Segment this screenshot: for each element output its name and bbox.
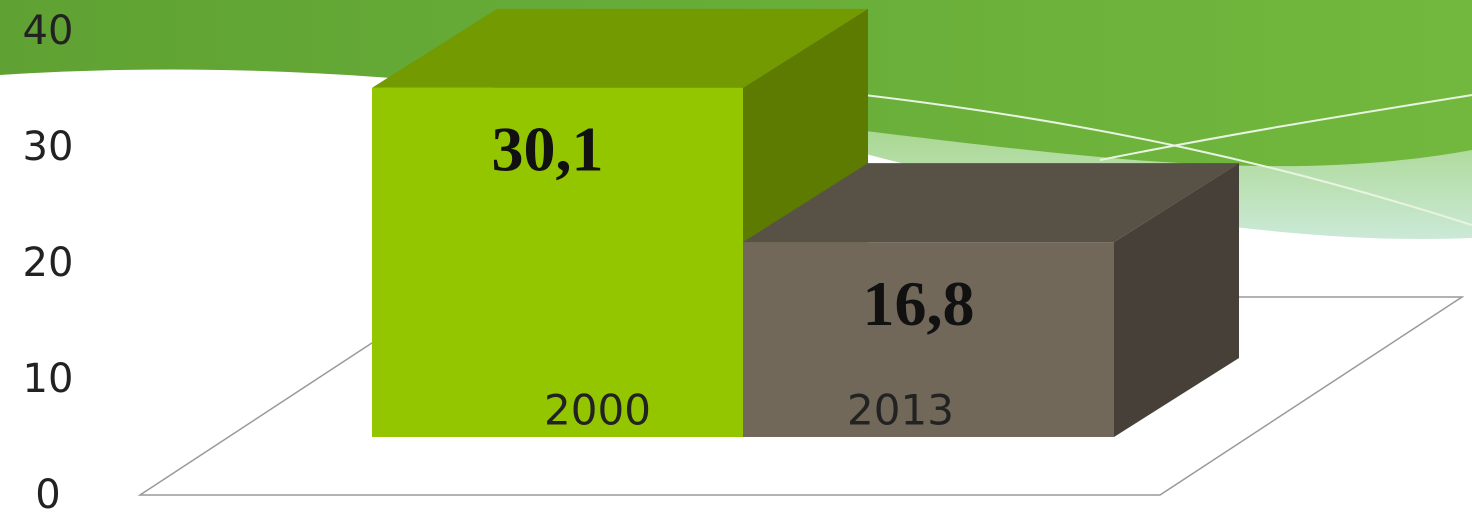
bar-top — [372, 8, 868, 88]
value-label: 16,8 — [863, 268, 975, 339]
bar — [372, 87, 743, 437]
y-tick-label: 30 — [23, 124, 74, 170]
bar-side — [1114, 163, 1239, 437]
y-tick-label: 0 — [35, 472, 60, 517]
bar-top — [743, 163, 1239, 243]
category-label: 2000 — [544, 386, 651, 435]
y-tick-label: 10 — [23, 356, 74, 402]
bar — [743, 242, 1114, 437]
y-tick-label: 20 — [23, 240, 74, 286]
value-label: 30,1 — [492, 114, 604, 185]
y-tick-label: 40 — [23, 8, 74, 54]
category-label: 2013 — [847, 386, 954, 435]
